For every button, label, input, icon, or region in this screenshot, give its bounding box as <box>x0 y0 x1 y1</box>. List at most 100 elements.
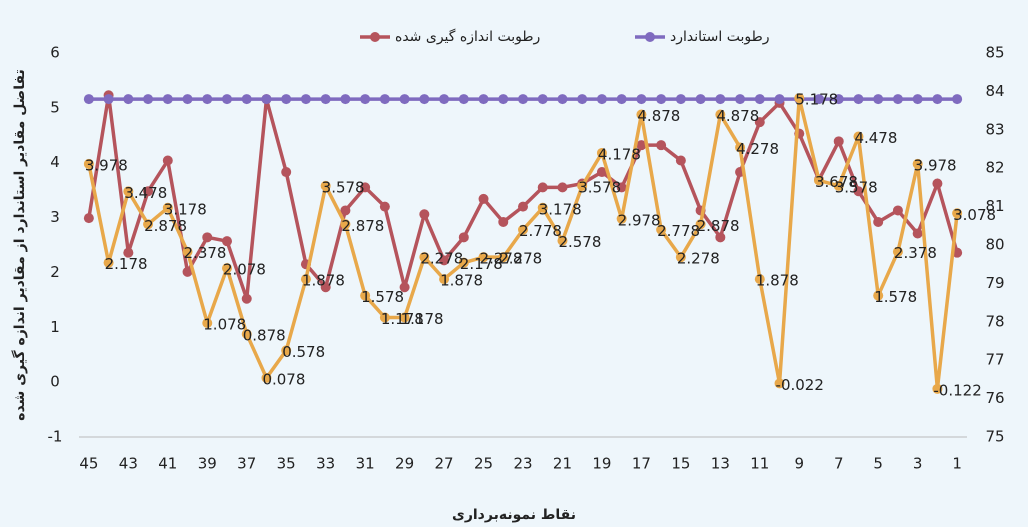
data-label: 3.578 <box>835 178 878 196</box>
x-tick-label: 43 <box>119 455 138 473</box>
marker <box>340 205 351 216</box>
x-tick-label: 15 <box>671 455 690 473</box>
marker <box>222 94 232 105</box>
marker <box>675 252 686 263</box>
marker <box>123 247 134 258</box>
marker <box>143 219 154 230</box>
y2-tick-label: 79 <box>985 274 1004 292</box>
x-tick-label: 21 <box>553 455 572 473</box>
marker <box>912 94 923 105</box>
x-tick-label: 27 <box>435 455 454 473</box>
data-label: 1.878 <box>756 272 799 290</box>
marker <box>222 263 232 274</box>
marker <box>912 228 923 239</box>
marker <box>774 94 785 105</box>
data-label: 4.878 <box>637 107 680 125</box>
marker <box>182 94 193 105</box>
y-tick-label: -1 <box>48 428 63 446</box>
data-label: 1.178 <box>381 310 424 328</box>
marker <box>143 186 154 197</box>
marker <box>419 209 430 220</box>
marker <box>379 201 390 212</box>
x-tick-label: 41 <box>158 455 177 473</box>
data-label: 4.178 <box>598 145 641 163</box>
data-label: 2.778 <box>657 222 700 240</box>
legend-label: رطوبت اندازه گیری شده <box>395 28 540 45</box>
data-label: 4.878 <box>716 107 759 125</box>
marker <box>458 257 469 268</box>
marker <box>596 167 607 178</box>
marker <box>300 94 311 105</box>
marker <box>794 93 805 104</box>
marker <box>281 167 292 178</box>
marker <box>853 131 864 142</box>
y2-tick-label: 75 <box>985 428 1004 446</box>
data-label: 4.278 <box>736 140 779 158</box>
x-axis-title: نقاط نمونه‌برداری <box>452 507 576 523</box>
marker <box>952 208 963 219</box>
y-tick-label: 4 <box>50 153 60 171</box>
marker <box>379 312 390 323</box>
marker <box>83 158 94 169</box>
marker <box>616 94 627 105</box>
marker <box>873 216 884 227</box>
data-label: 2.378 <box>894 244 937 262</box>
marker <box>419 94 430 105</box>
x-tick-label: 25 <box>474 455 493 473</box>
marker <box>754 117 765 128</box>
marker <box>143 94 154 105</box>
marker <box>103 94 114 105</box>
data-label: 2.878 <box>144 217 187 235</box>
x-tick-label: 13 <box>711 455 730 473</box>
marker <box>656 140 667 151</box>
marker <box>537 202 548 213</box>
y-tick-label: 6 <box>50 44 60 62</box>
marker <box>636 94 647 105</box>
marker <box>577 180 588 191</box>
x-tick-label: 23 <box>513 455 532 473</box>
y-tick-label: 5 <box>50 98 60 116</box>
marker <box>537 94 548 105</box>
y2-tick-label: 76 <box>985 389 1004 407</box>
marker <box>261 94 272 105</box>
marker <box>182 246 193 257</box>
y2-tick-label: 77 <box>985 351 1004 369</box>
marker <box>478 193 489 204</box>
data-label: 3.678 <box>815 173 858 191</box>
x-tick-label: 11 <box>750 455 769 473</box>
y-tick-label: 3 <box>50 208 60 226</box>
x-tick-label: 1 <box>952 455 962 473</box>
y2-tick-label: 78 <box>985 312 1004 330</box>
data-label: 2.878 <box>341 217 384 235</box>
marker <box>814 94 824 105</box>
marker <box>340 219 351 230</box>
data-label: 1.078 <box>203 316 246 334</box>
y-tick-label: 0 <box>50 373 60 391</box>
marker <box>360 94 371 105</box>
x-tick-label: 5 <box>873 455 883 473</box>
marker <box>399 282 410 293</box>
y-tick-label: 2 <box>50 263 60 281</box>
data-label: -0.022 <box>776 376 824 394</box>
marker <box>162 94 173 105</box>
marker <box>616 213 627 224</box>
data-label: 2.178 <box>105 255 148 273</box>
marker <box>498 94 509 105</box>
marker <box>675 155 686 166</box>
marker <box>202 318 213 329</box>
y-axis-title: تفاضل مقادیر استاندارد از مقادیر اندازه … <box>11 69 28 421</box>
marker <box>360 290 371 301</box>
data-label: 3.978 <box>85 156 128 174</box>
marker <box>182 266 193 277</box>
marker <box>656 94 667 105</box>
marker <box>419 252 430 263</box>
data-label: 1.578 <box>361 288 404 306</box>
x-tick-label: 19 <box>592 455 611 473</box>
marker <box>518 201 528 212</box>
data-label: 2.778 <box>519 222 562 240</box>
x-tick-label: 39 <box>198 455 217 473</box>
data-label: 3.578 <box>322 178 365 196</box>
data-label: 3.078 <box>953 206 996 224</box>
marker <box>636 109 647 120</box>
